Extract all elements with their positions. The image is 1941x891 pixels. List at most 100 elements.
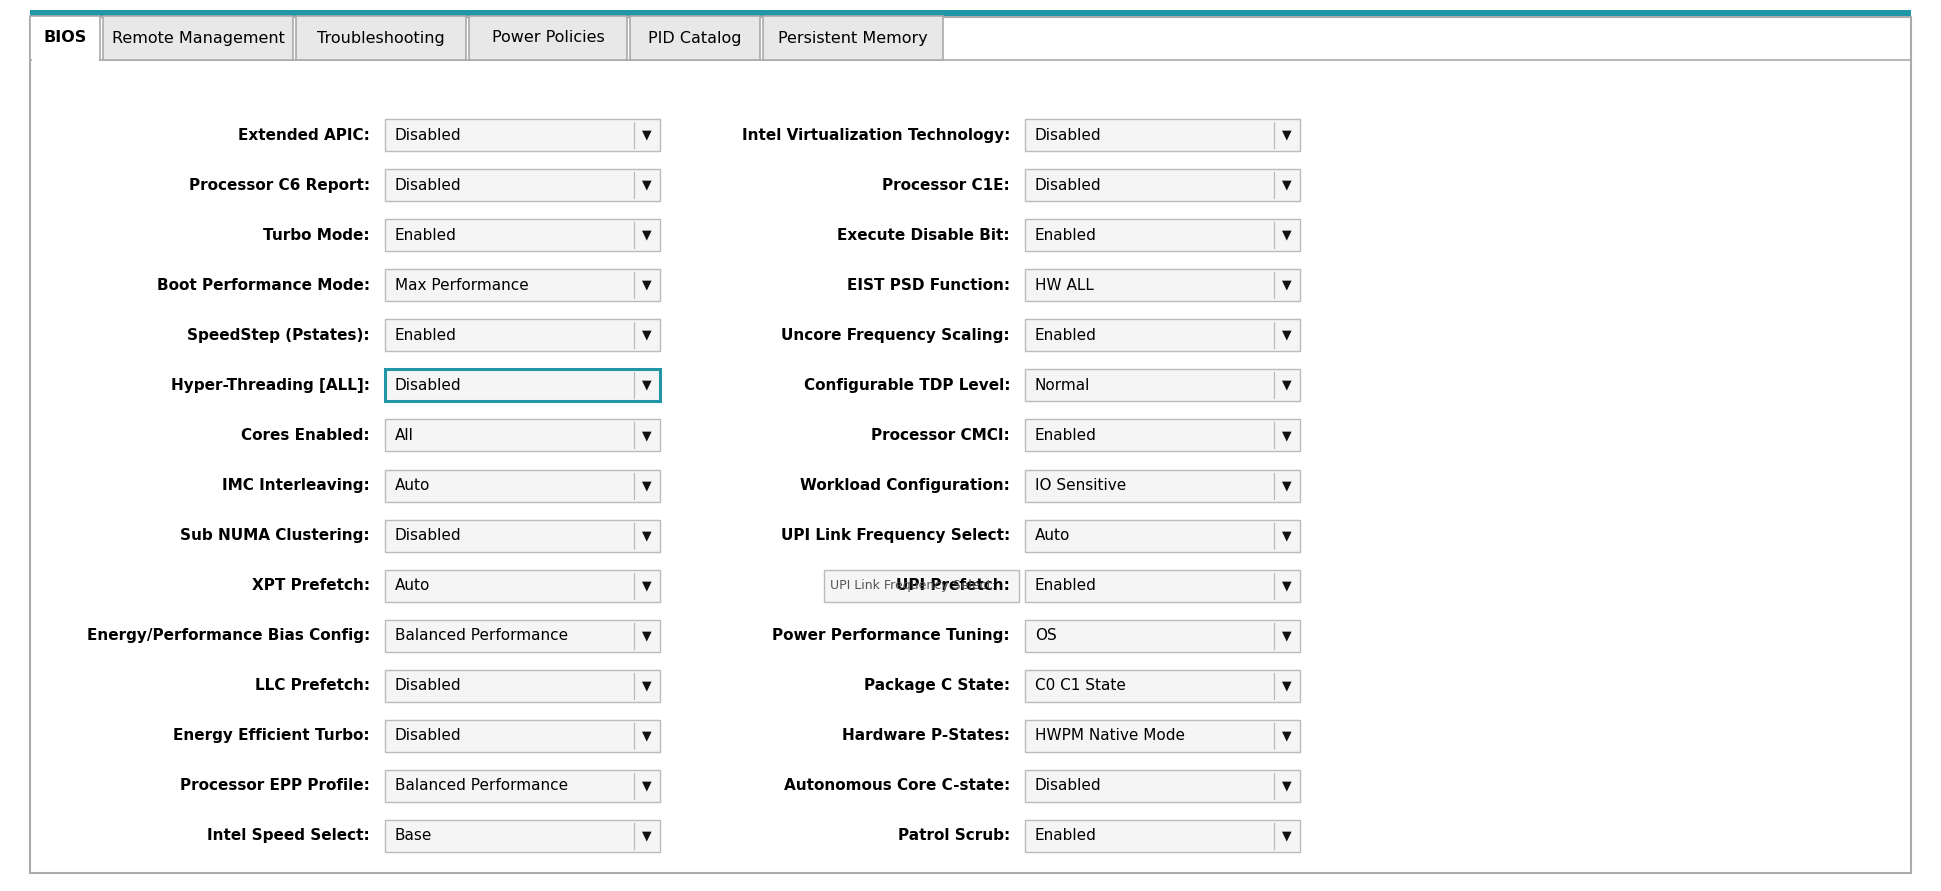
Text: Disabled: Disabled <box>396 678 462 693</box>
Text: Disabled: Disabled <box>396 728 462 743</box>
Text: Hyper-Threading [ALL]:: Hyper-Threading [ALL]: <box>171 378 371 393</box>
Text: UPI Link Frequency Select:: UPI Link Frequency Select: <box>831 579 996 593</box>
FancyBboxPatch shape <box>295 16 466 60</box>
Text: UPI Link Frequency Select:: UPI Link Frequency Select: <box>780 528 1009 544</box>
Text: Energy Efficient Turbo:: Energy Efficient Turbo: <box>173 728 371 743</box>
Text: ▼: ▼ <box>642 178 652 192</box>
Text: Execute Disable Bit:: Execute Disable Bit: <box>837 228 1009 242</box>
Text: Enabled: Enabled <box>396 228 456 242</box>
FancyBboxPatch shape <box>384 820 660 852</box>
Text: Enabled: Enabled <box>396 328 456 343</box>
Text: ▼: ▼ <box>642 329 652 342</box>
Text: LLC Prefetch:: LLC Prefetch: <box>254 678 371 693</box>
FancyBboxPatch shape <box>1025 720 1300 752</box>
Text: Intel Speed Select:: Intel Speed Select: <box>208 829 371 844</box>
FancyBboxPatch shape <box>384 119 660 151</box>
FancyBboxPatch shape <box>29 16 101 60</box>
Text: ▼: ▼ <box>642 730 652 742</box>
Text: ▼: ▼ <box>1283 529 1293 542</box>
Text: Sub NUMA Clustering:: Sub NUMA Clustering: <box>181 528 371 544</box>
Text: ▼: ▼ <box>642 579 652 593</box>
Text: Disabled: Disabled <box>396 177 462 192</box>
Text: ▼: ▼ <box>1283 830 1293 843</box>
FancyBboxPatch shape <box>384 370 660 401</box>
Text: ▼: ▼ <box>1283 579 1293 593</box>
Text: SpeedStep (Pstates):: SpeedStep (Pstates): <box>188 328 371 343</box>
Text: Enabled: Enabled <box>1035 578 1097 593</box>
Text: ▼: ▼ <box>1283 780 1293 792</box>
Text: Processor C1E:: Processor C1E: <box>883 177 1009 192</box>
Text: Disabled: Disabled <box>396 127 462 143</box>
FancyBboxPatch shape <box>103 16 293 60</box>
Text: HW ALL: HW ALL <box>1035 278 1095 293</box>
Text: ▼: ▼ <box>1283 730 1293 742</box>
FancyBboxPatch shape <box>384 770 660 802</box>
Text: ▼: ▼ <box>1283 279 1293 291</box>
FancyBboxPatch shape <box>384 519 660 552</box>
Text: Troubleshooting: Troubleshooting <box>316 30 444 45</box>
FancyBboxPatch shape <box>384 420 660 452</box>
Text: Max Performance: Max Performance <box>396 278 528 293</box>
Text: Auto: Auto <box>1035 528 1069 544</box>
Text: Autonomous Core C-state:: Autonomous Core C-state: <box>784 779 1009 793</box>
Text: IO Sensitive: IO Sensitive <box>1035 478 1126 493</box>
Text: Hardware P-States:: Hardware P-States: <box>842 728 1009 743</box>
FancyBboxPatch shape <box>631 16 761 60</box>
FancyBboxPatch shape <box>1025 670 1300 702</box>
Text: Auto: Auto <box>396 478 431 493</box>
Text: HWPM Native Mode: HWPM Native Mode <box>1035 728 1186 743</box>
Text: Enabled: Enabled <box>1035 328 1097 343</box>
Text: Disabled: Disabled <box>396 378 462 393</box>
Text: ▼: ▼ <box>642 379 652 392</box>
FancyBboxPatch shape <box>470 16 627 60</box>
Text: Enabled: Enabled <box>1035 829 1097 844</box>
Text: Turbo Mode:: Turbo Mode: <box>264 228 371 242</box>
Bar <box>31 58 99 61</box>
Text: Power Policies: Power Policies <box>491 30 604 45</box>
Text: ▼: ▼ <box>642 830 652 843</box>
Text: Energy/Performance Bias Config:: Energy/Performance Bias Config: <box>87 628 371 643</box>
Text: EIST PSD Function:: EIST PSD Function: <box>846 278 1009 293</box>
FancyBboxPatch shape <box>1025 319 1300 351</box>
Text: Disabled: Disabled <box>396 528 462 544</box>
Text: XPT Prefetch:: XPT Prefetch: <box>252 578 371 593</box>
Text: BIOS: BIOS <box>43 30 87 45</box>
FancyBboxPatch shape <box>384 670 660 702</box>
FancyBboxPatch shape <box>384 620 660 651</box>
FancyBboxPatch shape <box>384 319 660 351</box>
Text: Cores Enabled:: Cores Enabled: <box>241 428 371 443</box>
Text: Processor CMCI:: Processor CMCI: <box>872 428 1009 443</box>
Text: IMC Interleaving:: IMC Interleaving: <box>223 478 371 493</box>
FancyBboxPatch shape <box>29 10 1912 16</box>
Text: ▼: ▼ <box>1283 329 1293 342</box>
FancyBboxPatch shape <box>1025 219 1300 251</box>
Text: ▼: ▼ <box>1283 429 1293 442</box>
Text: OS: OS <box>1035 628 1056 643</box>
Text: Balanced Performance: Balanced Performance <box>396 628 569 643</box>
Text: ▼: ▼ <box>1283 679 1293 692</box>
FancyBboxPatch shape <box>1025 470 1300 502</box>
Text: C0 C1 State: C0 C1 State <box>1035 678 1126 693</box>
FancyBboxPatch shape <box>384 269 660 301</box>
Text: Configurable TDP Level:: Configurable TDP Level: <box>804 378 1009 393</box>
FancyBboxPatch shape <box>1025 269 1300 301</box>
Text: ▼: ▼ <box>642 679 652 692</box>
Text: ▼: ▼ <box>642 529 652 542</box>
FancyBboxPatch shape <box>1025 820 1300 852</box>
Text: Normal: Normal <box>1035 378 1091 393</box>
FancyBboxPatch shape <box>384 169 660 201</box>
Text: Disabled: Disabled <box>1035 177 1102 192</box>
Text: ▼: ▼ <box>1283 379 1293 392</box>
Text: Enabled: Enabled <box>1035 228 1097 242</box>
FancyBboxPatch shape <box>1025 620 1300 651</box>
Text: ▼: ▼ <box>1283 479 1293 492</box>
FancyBboxPatch shape <box>1025 770 1300 802</box>
Text: Disabled: Disabled <box>1035 779 1102 793</box>
Text: Uncore Frequency Scaling:: Uncore Frequency Scaling: <box>782 328 1009 343</box>
FancyBboxPatch shape <box>1025 420 1300 452</box>
Text: Base: Base <box>396 829 433 844</box>
Text: Processor EPP Profile:: Processor EPP Profile: <box>181 779 371 793</box>
FancyBboxPatch shape <box>1025 119 1300 151</box>
Text: Persistent Memory: Persistent Memory <box>778 30 928 45</box>
Text: Power Performance Tuning:: Power Performance Tuning: <box>773 628 1009 643</box>
